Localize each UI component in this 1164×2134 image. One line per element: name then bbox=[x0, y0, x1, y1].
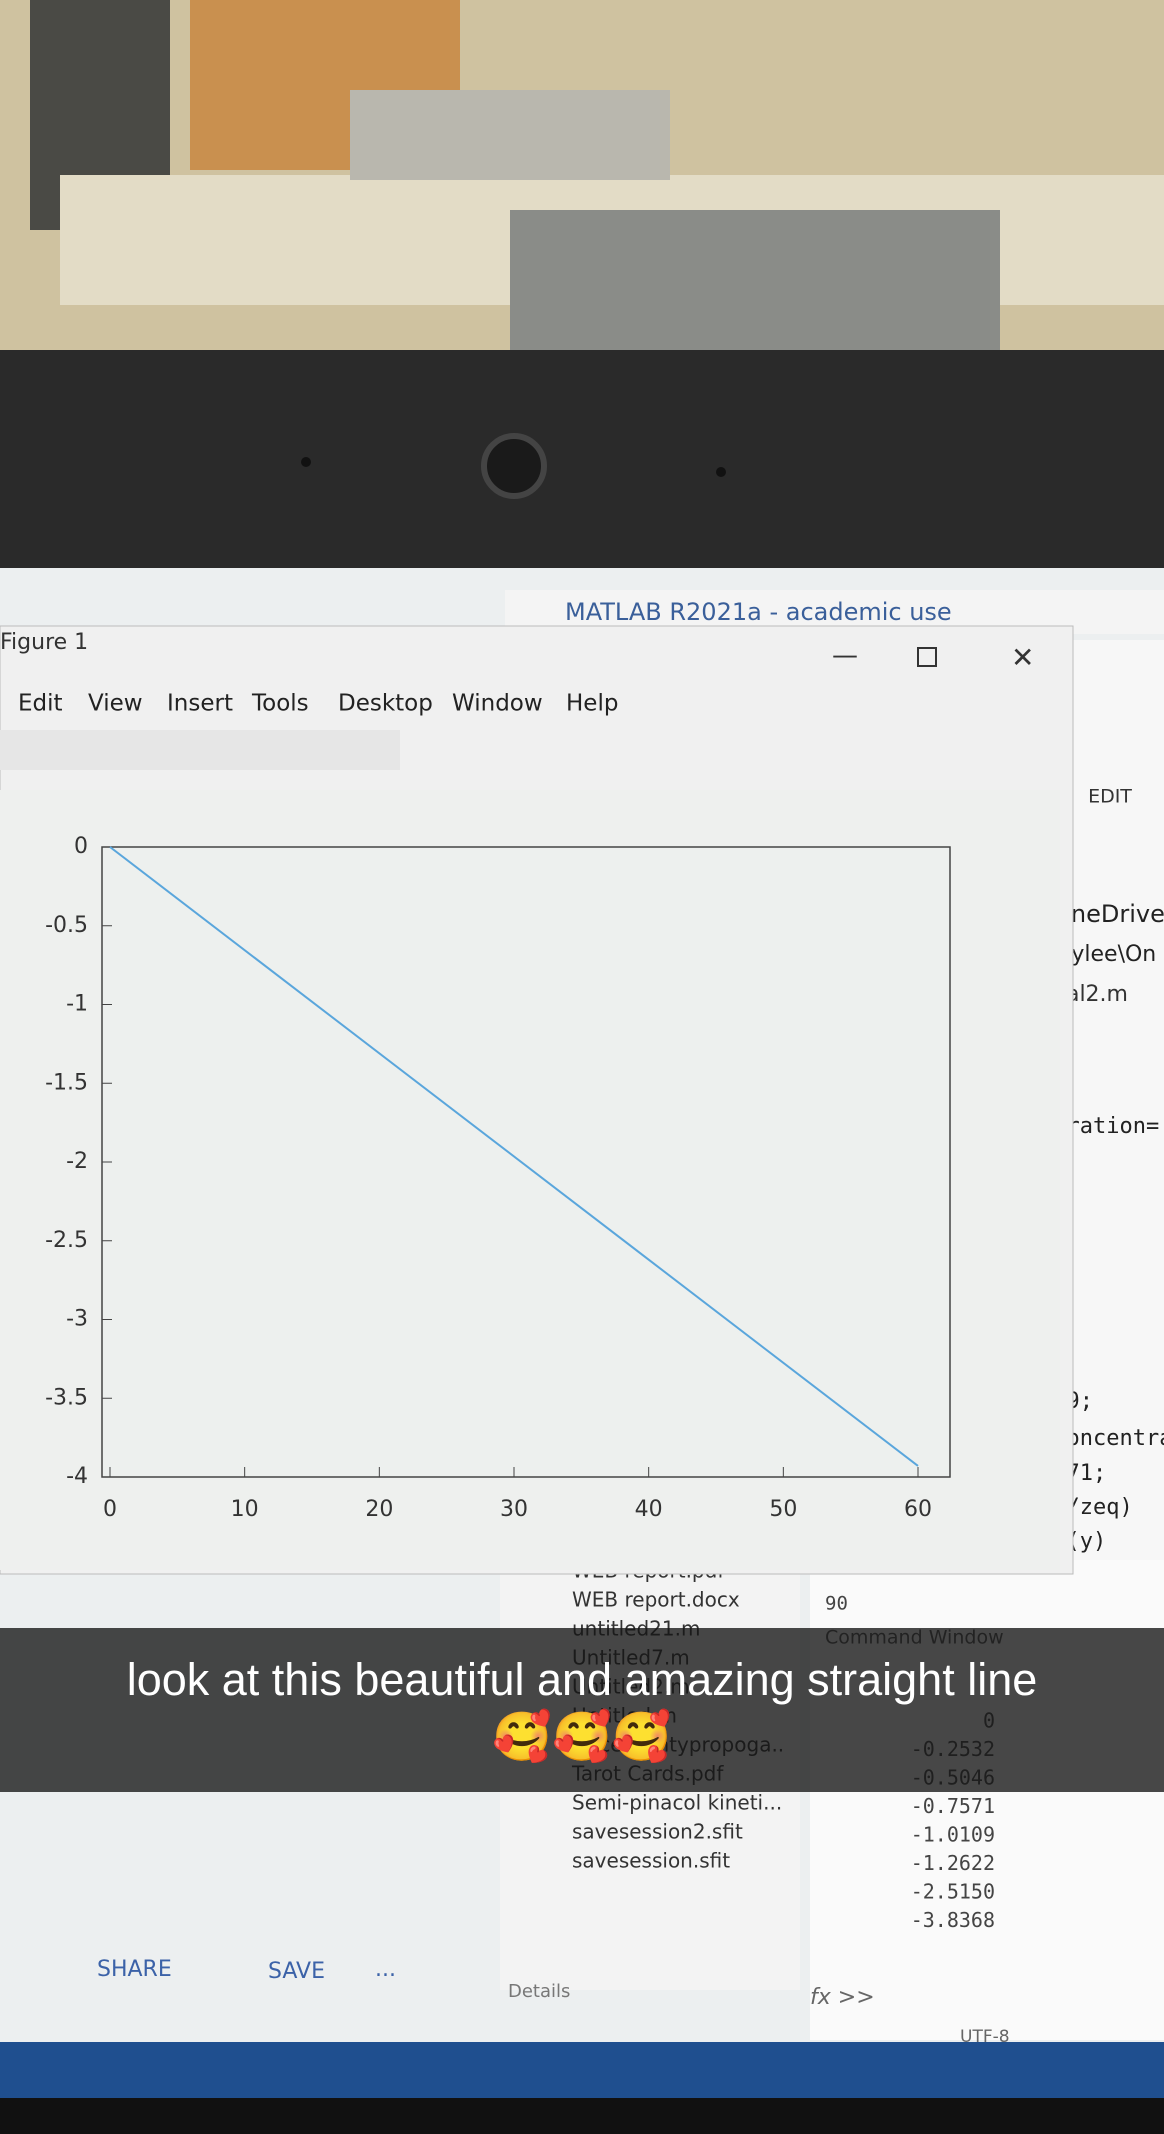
command-output: -2.5150 bbox=[911, 1880, 995, 1904]
file-item[interactable]: savesession2.sfit bbox=[572, 1820, 743, 1844]
taskbar bbox=[0, 2042, 1164, 2098]
x-tick-label: 0 bbox=[103, 1497, 117, 1522]
more-button[interactable]: ... bbox=[375, 1957, 396, 1982]
x-tick-label: 10 bbox=[231, 1497, 259, 1522]
axes-box bbox=[101, 846, 951, 1478]
caption: look at this beautiful and amazing strai… bbox=[127, 1654, 1038, 1705]
chair bbox=[510, 210, 1000, 360]
y-tick-label: -2.5 bbox=[45, 1228, 88, 1253]
caption-emoji: 🥰🥰🥰 bbox=[492, 1708, 671, 1765]
file-item[interactable]: savesession.sfit bbox=[572, 1849, 730, 1873]
edit-tab[interactable]: EDIT bbox=[1088, 786, 1132, 808]
file-item[interactable]: WEB report.docx bbox=[572, 1588, 740, 1612]
x-tick-label: 50 bbox=[769, 1497, 797, 1522]
y-tick-label: -0.5 bbox=[45, 913, 88, 938]
y-tick-label: -1.5 bbox=[45, 1070, 88, 1095]
command-output: -1.2622 bbox=[911, 1851, 995, 1875]
menu-item[interactable]: Tools bbox=[251, 691, 309, 717]
menu-item[interactable]: Insert bbox=[167, 691, 233, 717]
menu-bar: Edit View Insert Tools Desktop Window Help bbox=[18, 691, 618, 717]
x-tick-label: 60 bbox=[904, 1497, 932, 1522]
y-tick-label: 0 bbox=[74, 834, 88, 859]
x-tick-label: 20 bbox=[365, 1497, 393, 1522]
figure-title: Figure 1 bbox=[0, 630, 88, 655]
command-output: -3.8368 bbox=[911, 1908, 995, 1932]
menu-item[interactable]: Help bbox=[566, 691, 618, 717]
command-output: -0.7571 bbox=[911, 1794, 995, 1818]
y-tick-label: -4 bbox=[66, 1464, 88, 1489]
menu-item[interactable]: View bbox=[88, 691, 143, 717]
file-item[interactable]: Semi-pinacol kineti... bbox=[572, 1791, 782, 1815]
minimize[interactable]: — bbox=[832, 641, 858, 671]
prompt[interactable]: fx >> bbox=[810, 1985, 875, 2010]
y-tick-label: -3 bbox=[66, 1307, 88, 1332]
details: Details bbox=[508, 1981, 570, 2002]
y-tick-label: -2 bbox=[66, 1149, 88, 1174]
share-button[interactable]: SHARE bbox=[97, 1957, 172, 1982]
close[interactable]: ✕ bbox=[1011, 641, 1034, 674]
y-tick-label: -1 bbox=[66, 992, 88, 1017]
matlab-title: MATLAB R2021a - academic use bbox=[565, 598, 952, 626]
figure-toolbar bbox=[0, 730, 400, 770]
save-button[interactable]: SAVE bbox=[268, 1959, 325, 1984]
x-tick-label: 30 bbox=[500, 1497, 528, 1522]
data-line bbox=[109, 846, 919, 1467]
command-output: 90 bbox=[825, 1593, 848, 1615]
sensor bbox=[301, 457, 311, 467]
command-output: -1.0109 bbox=[911, 1823, 995, 1847]
menu-item[interactable]: Edit bbox=[18, 691, 63, 717]
chart: 0 -0.5 -1 -1.5 -2 -2.5 -3 -3.5 -4 0 10 20 30 40 50 60 bbox=[45, 834, 932, 1522]
caption-bar bbox=[0, 1628, 1164, 1792]
sensor bbox=[716, 467, 726, 477]
chair bbox=[350, 90, 670, 180]
maximize[interactable] bbox=[917, 647, 937, 667]
webcam bbox=[481, 433, 547, 499]
x-tick-label: 40 bbox=[635, 1497, 663, 1522]
menu-item[interactable]: Desktop bbox=[338, 691, 433, 717]
y-tick-label: -3.5 bbox=[45, 1385, 88, 1410]
bezel bbox=[0, 350, 1164, 575]
menu-item[interactable]: Window bbox=[452, 691, 543, 717]
